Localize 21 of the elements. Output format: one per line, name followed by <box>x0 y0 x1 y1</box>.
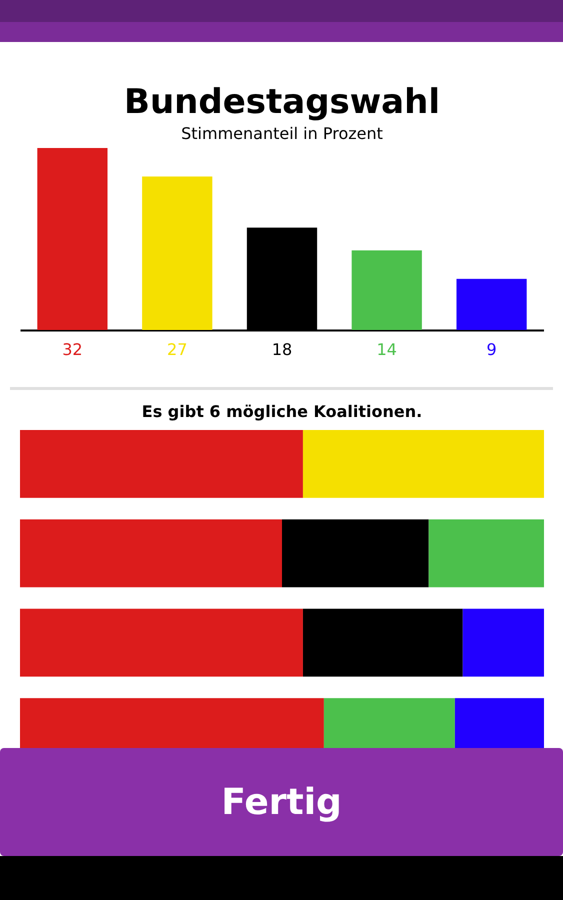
bar <box>456 278 527 330</box>
bar <box>302 608 463 677</box>
bar <box>20 519 282 588</box>
bar <box>37 148 108 330</box>
bar <box>462 608 544 677</box>
bar <box>352 250 422 330</box>
chart-title: Bundestagswahl <box>124 82 440 122</box>
bar <box>20 430 303 498</box>
data-label: 9 <box>486 340 497 359</box>
bar <box>142 176 212 330</box>
data-label: 27 <box>167 340 188 359</box>
bar <box>282 519 429 588</box>
data-label: 32 <box>62 340 83 359</box>
chart-subtitle: Stimmenanteil in Prozent <box>181 124 383 143</box>
bar <box>20 608 303 677</box>
data-label: 14 <box>376 340 397 359</box>
data-label: 18 <box>272 340 292 359</box>
chart-title: Es gibt 6 mögliche Koalitionen. <box>142 402 422 421</box>
bar <box>428 519 544 588</box>
bar <box>302 430 544 498</box>
button[interactable]: Fertig <box>0 748 563 856</box>
